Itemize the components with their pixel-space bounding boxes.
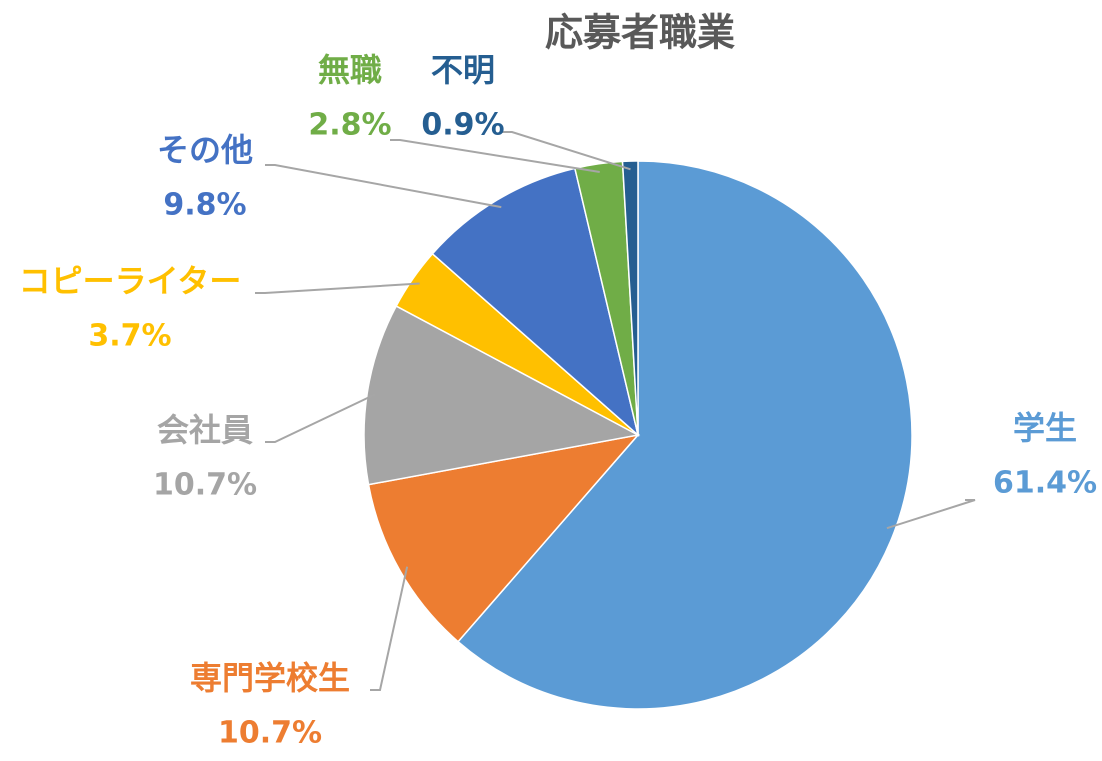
category-label: その他 [157,131,253,169]
value-label: 3.7% [88,319,171,354]
value-label: 0.9% [421,108,504,143]
category-label: 不明 [431,51,495,89]
leader-line [390,139,600,173]
value-label: 9.8% [163,188,246,223]
pie-slice [367,433,640,643]
value-label: 2.8% [308,108,391,143]
pie-slice [621,160,639,436]
pie-slice [431,167,640,438]
leader-line [255,282,420,294]
leader-line [370,566,409,691]
pie-slice [363,305,641,486]
category-label: 会社員 [157,411,253,449]
leader-line [265,393,376,443]
value-label: 10.7% [153,468,257,503]
leader-line [502,131,631,171]
category-label: 無職 [318,51,382,89]
value-label: 61.4% [993,466,1097,501]
category-label: 学生 [1013,409,1077,447]
chart-title: 応募者職業 [545,11,735,55]
pie-slice [457,160,913,710]
leader-line [265,164,502,209]
leader-line [886,499,976,530]
value-label: 10.7% [218,716,322,751]
category-label: 専門学校生 [190,659,350,697]
category-label: コピーライター [19,262,242,300]
